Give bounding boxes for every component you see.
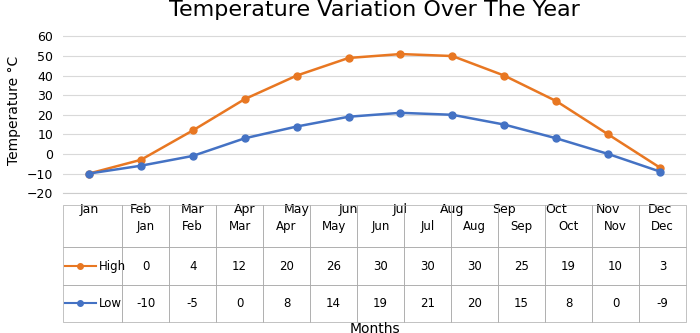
Text: 15: 15: [514, 297, 529, 310]
Text: -9: -9: [657, 297, 668, 310]
Bar: [63, 205, 122, 247]
Text: Dec: Dec: [651, 220, 674, 233]
Text: May: May: [321, 220, 346, 233]
Bar: [498, 247, 545, 285]
Bar: [451, 285, 498, 322]
Bar: [169, 285, 216, 322]
Bar: [451, 247, 498, 285]
Bar: [169, 247, 216, 285]
Text: Aug: Aug: [463, 220, 486, 233]
Y-axis label: Temperature °C: Temperature °C: [7, 55, 21, 165]
Bar: [404, 285, 451, 322]
Bar: [169, 205, 216, 247]
Text: Months: Months: [349, 322, 400, 333]
Bar: [357, 285, 404, 322]
Bar: [498, 205, 545, 247]
Bar: [63, 247, 122, 285]
Text: 3: 3: [659, 259, 666, 273]
Bar: [63, 285, 122, 322]
Text: Nov: Nov: [604, 220, 627, 233]
Text: -5: -5: [187, 297, 199, 310]
Text: 26: 26: [326, 259, 341, 273]
Bar: [639, 205, 686, 247]
Bar: [216, 205, 263, 247]
Text: Jul: Jul: [421, 220, 435, 233]
Text: 0: 0: [142, 259, 149, 273]
Bar: [310, 285, 357, 322]
Text: Jan: Jan: [136, 220, 155, 233]
Text: Apr: Apr: [276, 220, 297, 233]
Text: 30: 30: [420, 259, 435, 273]
Text: 20: 20: [467, 297, 482, 310]
Bar: [357, 247, 404, 285]
Text: 25: 25: [514, 259, 529, 273]
Text: Jun: Jun: [372, 220, 390, 233]
Bar: [592, 285, 639, 322]
Text: High: High: [99, 259, 125, 273]
Bar: [263, 285, 310, 322]
Bar: [404, 247, 451, 285]
Text: Mar: Mar: [228, 220, 251, 233]
Text: Feb: Feb: [182, 220, 203, 233]
Bar: [639, 285, 686, 322]
Text: 21: 21: [420, 297, 435, 310]
Text: 10: 10: [608, 259, 623, 273]
Bar: [545, 247, 592, 285]
Bar: [592, 205, 639, 247]
Bar: [216, 285, 263, 322]
Text: Low: Low: [99, 297, 122, 310]
Text: 20: 20: [279, 259, 294, 273]
Bar: [451, 205, 498, 247]
Bar: [263, 205, 310, 247]
Bar: [545, 285, 592, 322]
Text: 0: 0: [236, 297, 244, 310]
Bar: [310, 247, 357, 285]
Bar: [357, 205, 404, 247]
Title: Temperature Variation Over The Year: Temperature Variation Over The Year: [169, 0, 580, 20]
Bar: [263, 247, 310, 285]
Text: 8: 8: [565, 297, 572, 310]
Bar: [122, 247, 169, 285]
Bar: [592, 247, 639, 285]
Text: -10: -10: [136, 297, 155, 310]
Text: Sep: Sep: [510, 220, 533, 233]
Text: 0: 0: [612, 297, 620, 310]
Text: 19: 19: [373, 297, 388, 310]
Text: 30: 30: [467, 259, 482, 273]
Text: 12: 12: [232, 259, 247, 273]
Bar: [498, 285, 545, 322]
Bar: [639, 247, 686, 285]
Text: Oct: Oct: [559, 220, 579, 233]
Text: 30: 30: [373, 259, 388, 273]
Bar: [122, 285, 169, 322]
Text: 8: 8: [283, 297, 290, 310]
Text: 14: 14: [326, 297, 341, 310]
Text: 19: 19: [561, 259, 576, 273]
Bar: [310, 205, 357, 247]
Bar: [122, 205, 169, 247]
Bar: [216, 247, 263, 285]
Bar: [404, 205, 451, 247]
Text: 4: 4: [189, 259, 197, 273]
Bar: [545, 205, 592, 247]
